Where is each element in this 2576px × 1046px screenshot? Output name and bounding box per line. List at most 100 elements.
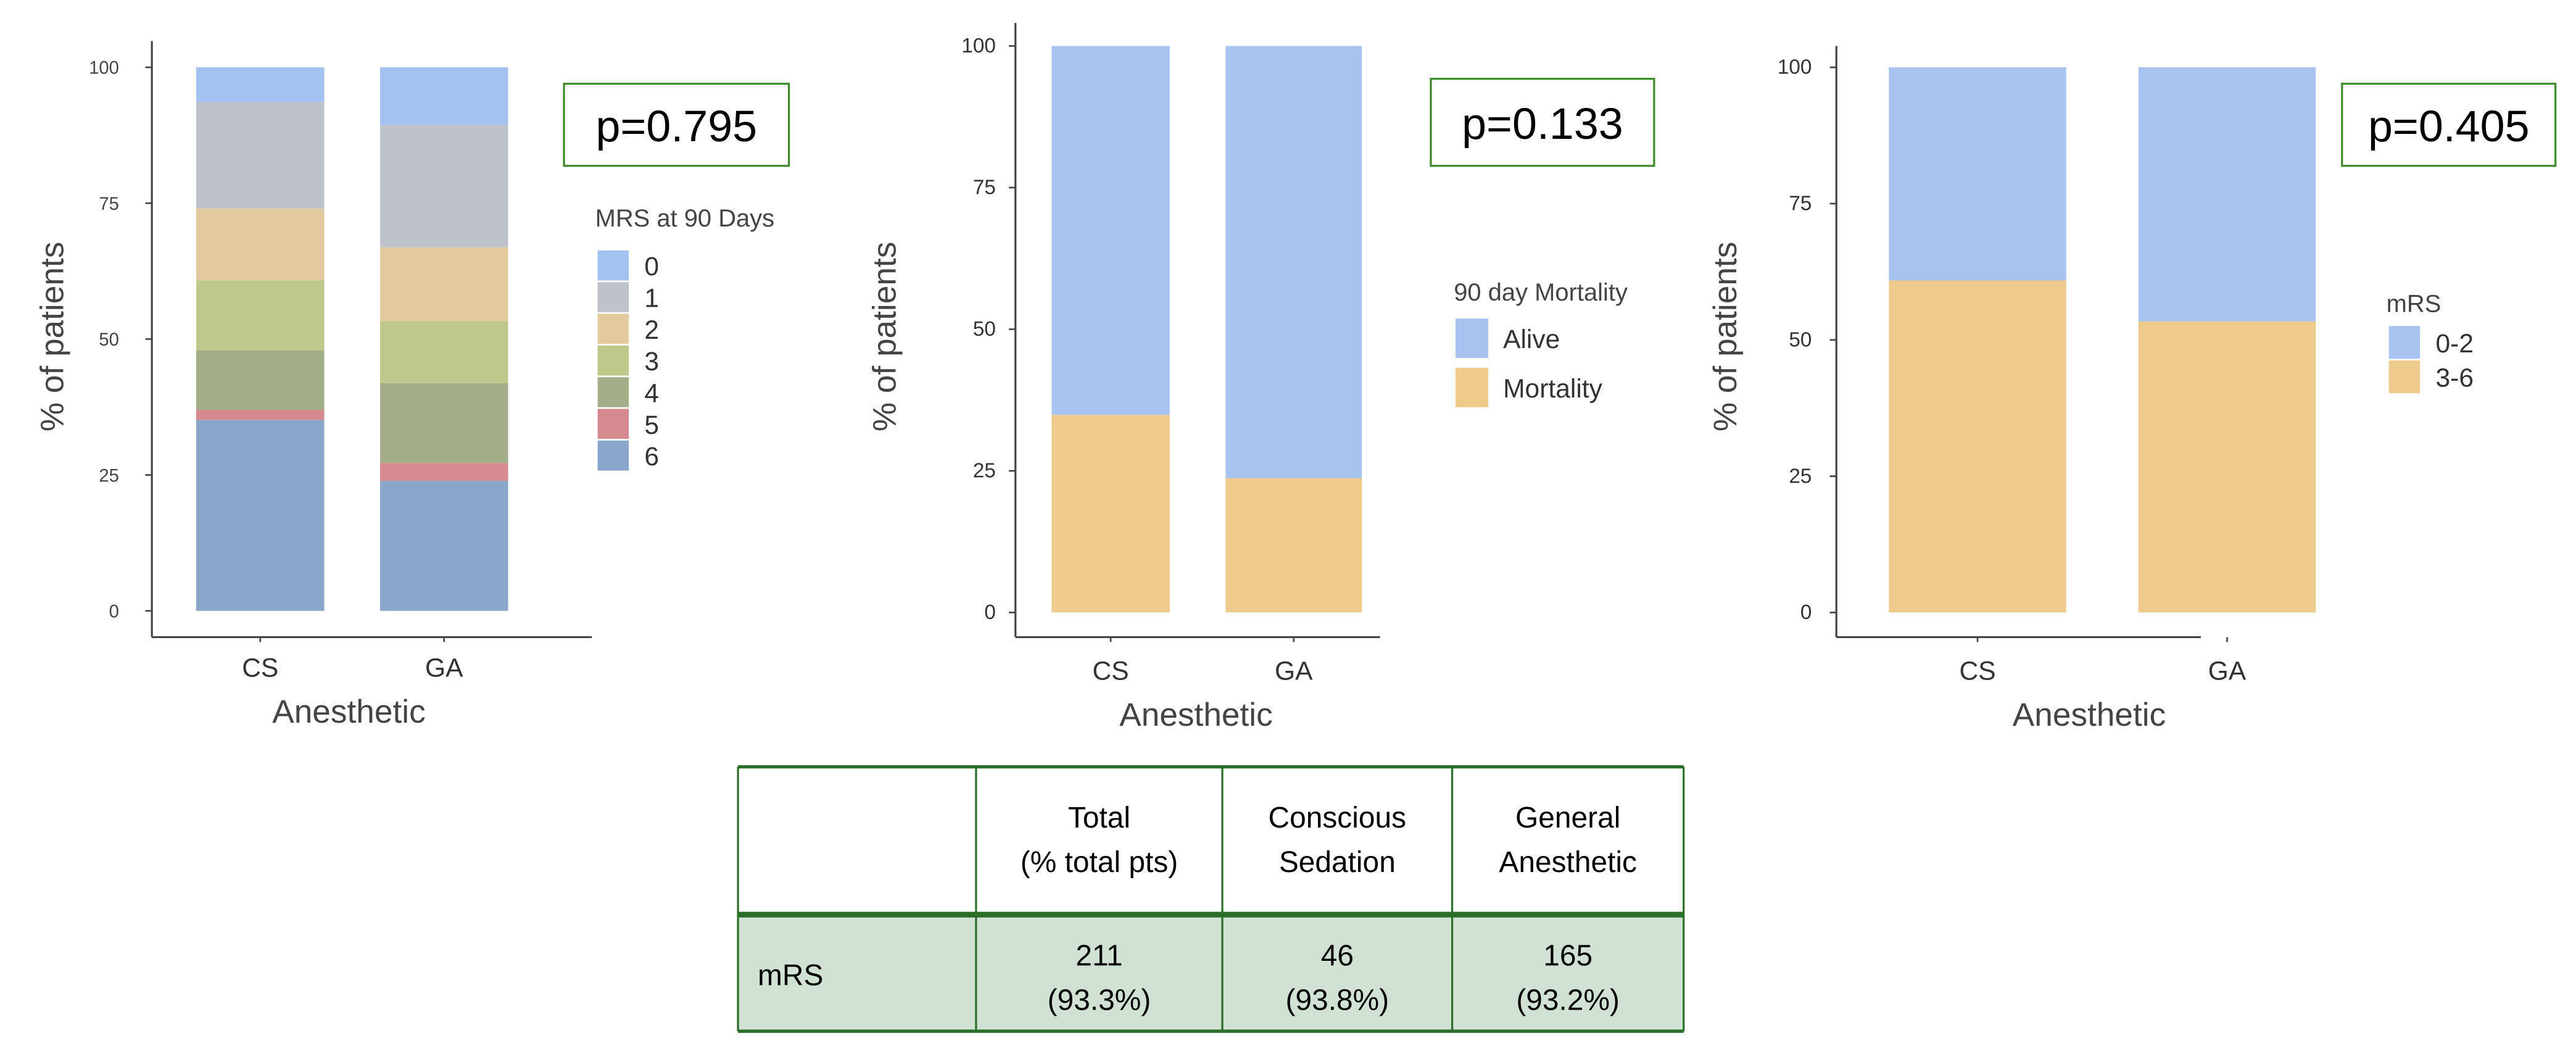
y-axis-title: % of patients	[34, 242, 70, 432]
bar-segment-CS-Alive	[1051, 46, 1170, 415]
table-cell: 46	[1321, 940, 1354, 973]
x-tick-label: GA	[2208, 657, 2247, 686]
bar-segment-CS-4	[196, 350, 325, 410]
y-tick-label: 0	[1800, 601, 1812, 624]
p-value-label: p=0.405	[2368, 102, 2530, 151]
p-value-box	[1430, 78, 1655, 167]
p-value-label: p=0.795	[595, 102, 757, 151]
chart-3: CS GA 0 25 50 75 100 Anesthetic % of patients p=0…	[1707, 46, 2557, 733]
y-tick-label: 50	[1789, 328, 1812, 351]
bar-segment-GA-0	[380, 67, 508, 125]
legend-swatch-0-2	[2387, 324, 2422, 361]
bar-segment-GA-3	[380, 321, 508, 383]
legend-label: 4	[644, 379, 659, 409]
table-cell: 211	[1075, 940, 1122, 973]
bar-segment-CS-3	[196, 280, 325, 351]
bar-segment-GA-Mortality	[1225, 478, 1362, 613]
table-header-cell: Sedation	[1279, 846, 1396, 879]
x-tick-label: CS	[1960, 657, 1996, 686]
table-cell: (93.2%)	[1516, 984, 1620, 1016]
bar-segment-CS-6	[196, 420, 325, 611]
legend-swatch-Mortality	[1455, 368, 1489, 407]
y-tick-label: 50	[973, 318, 996, 341]
y-tick-label: 25	[1789, 465, 1812, 488]
legend: 90 day Mortality Alive Mortality	[1454, 279, 1628, 407]
legend-label: Alive	[1503, 325, 1560, 354]
y-tick-label: 50	[99, 330, 119, 350]
bar-segment-CS-1	[196, 102, 325, 209]
legend-label: 1	[644, 283, 659, 313]
legend-label: Mortality	[1503, 374, 1603, 404]
table-header-cell: General	[1515, 802, 1620, 834]
legend: mRS 0-2 3-6	[2387, 291, 2474, 395]
bar-segment-CS-5	[196, 409, 325, 420]
bar-segment-GA-Alive	[1225, 46, 1362, 478]
legend-swatch-3-6	[2387, 359, 2422, 395]
table-cell: (93.8%)	[1286, 984, 1389, 1016]
table-header-row	[738, 766, 1684, 915]
table-header-cell: (% total pts)	[1021, 846, 1178, 879]
x-axis-title: Anesthetic	[272, 694, 425, 730]
y-tick-label: 100	[1778, 56, 1812, 79]
legend-title: mRS	[2387, 291, 2441, 318]
bar-segment-GA-1	[380, 125, 508, 247]
table-cell: (93.3%)	[1048, 984, 1151, 1016]
y-axis-title: % of patients	[867, 242, 903, 432]
y-tick-label: 75	[973, 176, 996, 199]
x-tick-label: CS	[242, 653, 278, 683]
y-tick-label: 0	[109, 602, 119, 622]
x-tick-label: GA	[425, 653, 463, 683]
y-tick-label: 25	[973, 460, 996, 483]
bar-segment-CS-3-6	[1889, 280, 2066, 613]
x-tick-label: CS	[1093, 657, 1129, 686]
table-data-row	[738, 915, 1684, 1032]
bar-segment-CS-0-2	[1889, 67, 2066, 281]
bar-segment-CS-Mortality	[1051, 415, 1170, 613]
p-value-box	[2341, 83, 2557, 167]
p-value-label: p=0.133	[1462, 99, 1623, 149]
y-tick-label: 100	[89, 59, 119, 78]
summary-table: Total (% total pts) Conscious Sedation Gener…	[737, 765, 1685, 1033]
bar-segment-GA-4	[380, 383, 508, 463]
legend-label: 6	[644, 442, 659, 471]
legend-swatch-Alive	[1455, 318, 1489, 359]
bar-segment-GA-6	[380, 481, 508, 611]
legend-label: 3	[644, 347, 659, 376]
x-tick-label: GA	[1275, 657, 1313, 686]
bar-segment-CS-0	[196, 67, 325, 102]
table-cell: 165	[1543, 940, 1592, 973]
bar-segment-GA-5	[380, 463, 508, 481]
legend-swatch-6	[595, 439, 631, 473]
y-tick-label: 75	[1789, 193, 1812, 215]
y-tick-label: 100	[961, 35, 995, 57]
legend-label: 0	[644, 252, 659, 281]
y-tick-label: 25	[99, 466, 119, 486]
legend-swatch-1	[595, 280, 631, 314]
legend-swatch-0	[595, 249, 631, 283]
legend-swatch-3	[595, 344, 631, 378]
legend-label: 5	[644, 410, 659, 440]
y-axis-title: % of patients	[1707, 242, 1744, 432]
bar-segment-GA-3-6	[2138, 321, 2316, 613]
bar-segment-CS-2	[196, 209, 325, 281]
legend-label: 2	[644, 315, 659, 345]
legend-swatch-2	[595, 312, 631, 346]
legend-swatch-4	[595, 375, 631, 409]
legend-label: 0-2	[2435, 329, 2474, 359]
legend-title: 90 day Mortality	[1454, 279, 1628, 306]
table-header-cell: Conscious	[1269, 802, 1407, 834]
chart-2: CS GA 0 25 50 75 100 Anesthetic % of patients p=0…	[867, 23, 1655, 733]
x-axis-title: Anesthetic	[2013, 697, 2166, 733]
bar-segment-GA-2	[380, 247, 508, 322]
legend-label: 3-6	[2435, 363, 2474, 393]
x-axis-title: Anesthetic	[1119, 697, 1272, 733]
legend-swatch-5	[595, 407, 631, 441]
p-value-box	[563, 83, 790, 167]
bar-segment-GA-0-2	[2138, 67, 2316, 322]
legend-title: MRS at 90 Days	[595, 205, 775, 232]
table-row-label: mRS	[758, 960, 823, 992]
y-tick-label: 0	[984, 601, 996, 624]
table-header-cell: Total	[1068, 802, 1130, 834]
